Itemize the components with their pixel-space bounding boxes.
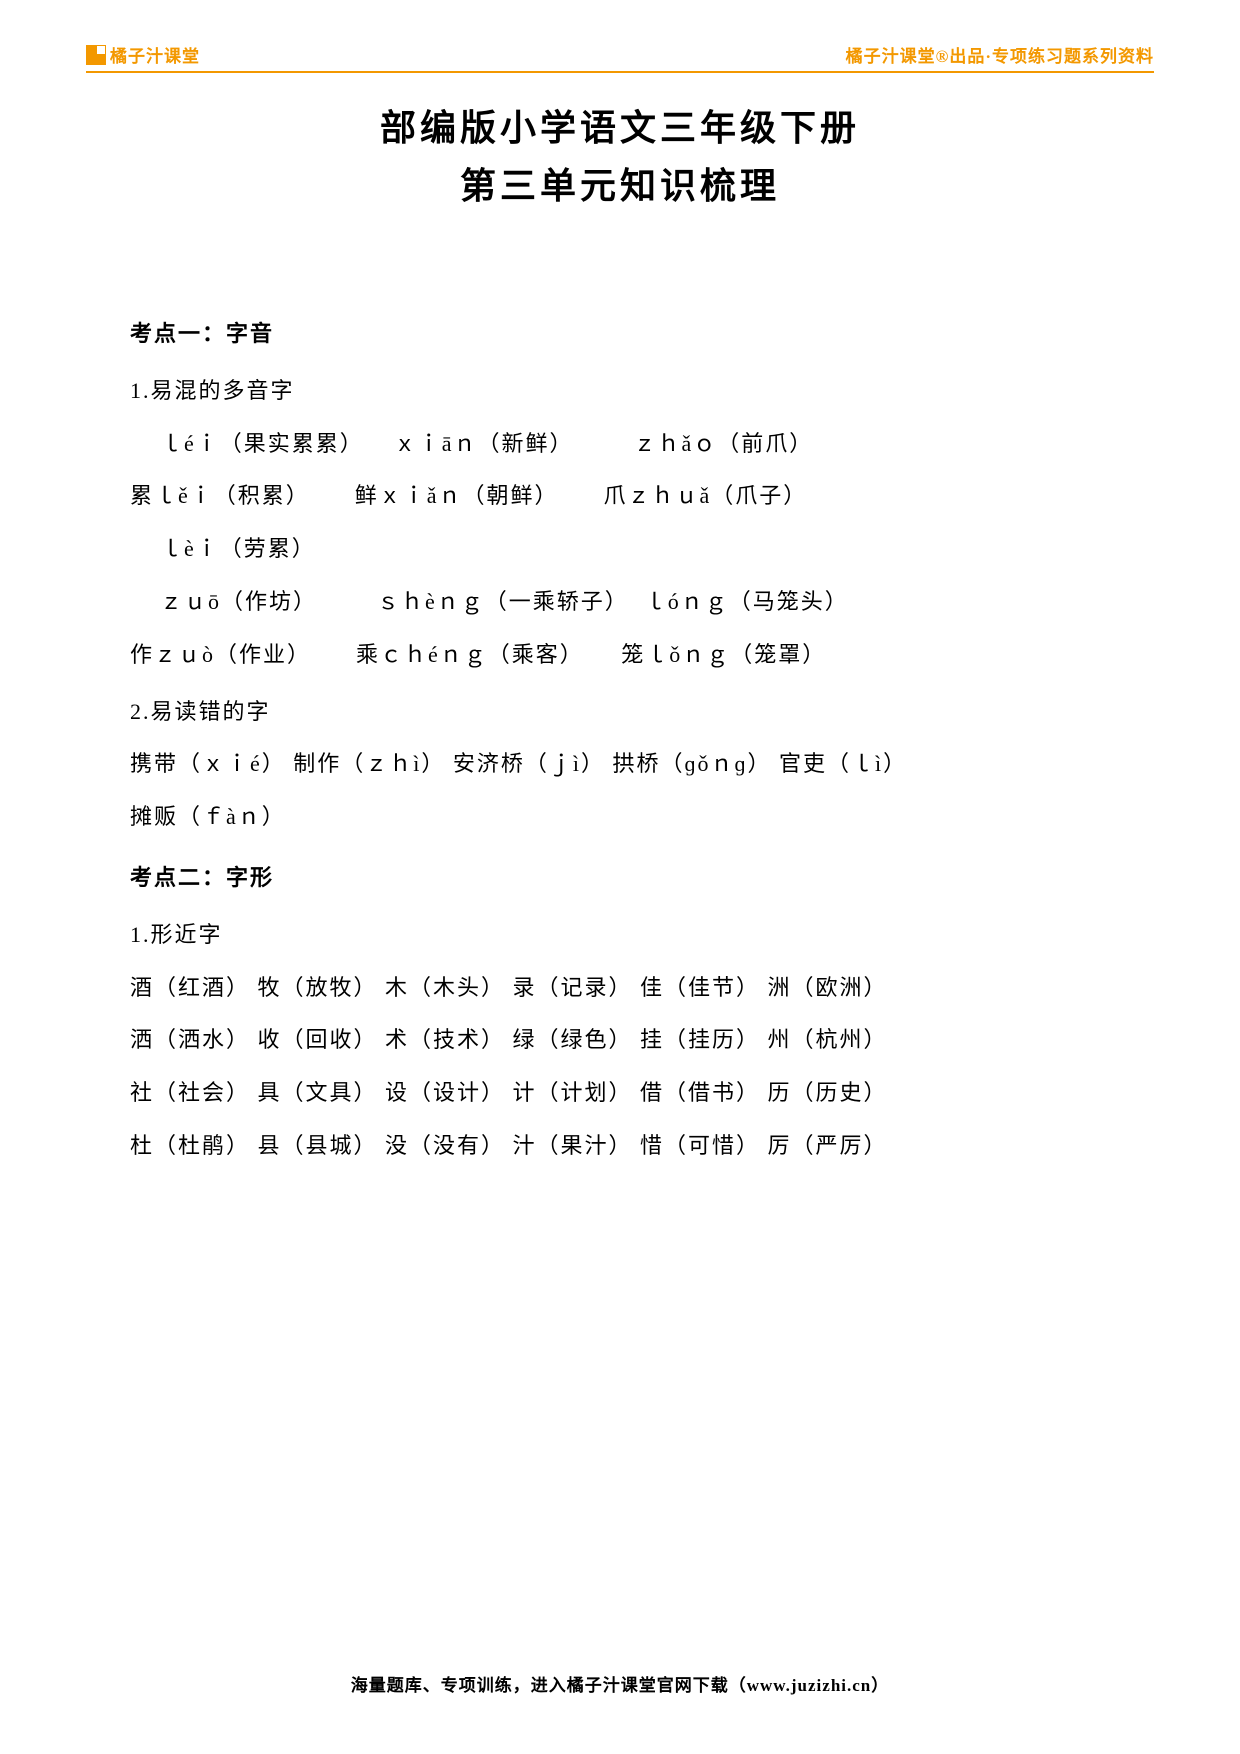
logo-area: 橘子汁课堂 [86,42,200,67]
body-line: 摊贩（ｆàｎ） [130,791,1110,844]
body-line: 杜（杜鹃） 县（县城） 没（没有） 汁（果汁） 惜（可惜） 厉（严厉） [130,1120,1110,1173]
header-line: 橘子汁课堂 橘子汁课堂®出品·专项练习题系列资料 [86,42,1154,73]
title-line-1: 部编版小学语文三年级下册 [0,100,1240,158]
logo-square-tl [86,45,96,55]
body-line: 累ｌěｉ（积累） 鲜ｘｉǎｎ（朝鲜） 爪ｚｈｕǎ（爪子） [130,470,1110,523]
body-line: ｌèｉ（劳累） [130,523,1110,576]
title-line-2: 第三单元知识梳理 [0,158,1240,216]
body-line: ｌéｉ（果实累累） ｘｉāｎ（新鲜） ｚｈǎｏ（前爪） [130,418,1110,471]
header-right-text: 橘子汁课堂®出品·专项练习题系列资料 [846,42,1154,67]
title-block: 部编版小学语文三年级下册 第三单元知识梳理 [0,100,1240,215]
content-area: 考点一：字音1.易混的多音字 ｌéｉ（果实累累） ｘｉāｎ（新鲜） ｚｈǎｏ（前… [130,300,1110,1173]
logo-square-tr [96,45,106,55]
logo-text: 橘子汁课堂 [110,42,200,67]
logo-square-br [96,55,106,65]
logo-icon [86,45,106,65]
section-heading: 考点二：字形 [130,852,1110,905]
section-heading: 考点一：字音 [130,308,1110,361]
body-line: 酒（红酒） 牧（放牧） 木（木头） 录（记录） 佳（佳节） 洲（欧洲） [130,962,1110,1015]
page-footer: 海量题库、专项训练，进入橘子汁课堂官网下载（www.juzizhi.cn） [0,1671,1240,1696]
subheading: 1.易混的多音字 [130,365,1110,418]
logo-square-bl [86,55,96,65]
body-line: 洒（洒水） 收（回收） 术（技术） 绿（绿色） 挂（挂历） 州（杭州） [130,1014,1110,1067]
body-line: 作ｚｕò（作业） 乘ｃｈéｎｇ（乘客） 笼ｌǒｎｇ（笼罩） [130,629,1110,682]
page-header: 橘子汁课堂 橘子汁课堂®出品·专项练习题系列资料 [0,42,1240,73]
subheading: 2.易读错的字 [130,686,1110,739]
subheading: 1.形近字 [130,909,1110,962]
body-line: 社（社会） 具（文具） 设（设计） 计（计划） 借（借书） 历（历史） [130,1067,1110,1120]
body-line: ｚｕō（作坊） ｓｈèｎｇ（一乘轿子） ｌóｎｇ（马笼头） [130,576,1110,629]
body-line: 携带（ｘｉé） 制作（ｚｈì） 安济桥（ｊì） 拱桥（ɡǒｎɡ） 官吏（ｌì） [130,738,1110,791]
